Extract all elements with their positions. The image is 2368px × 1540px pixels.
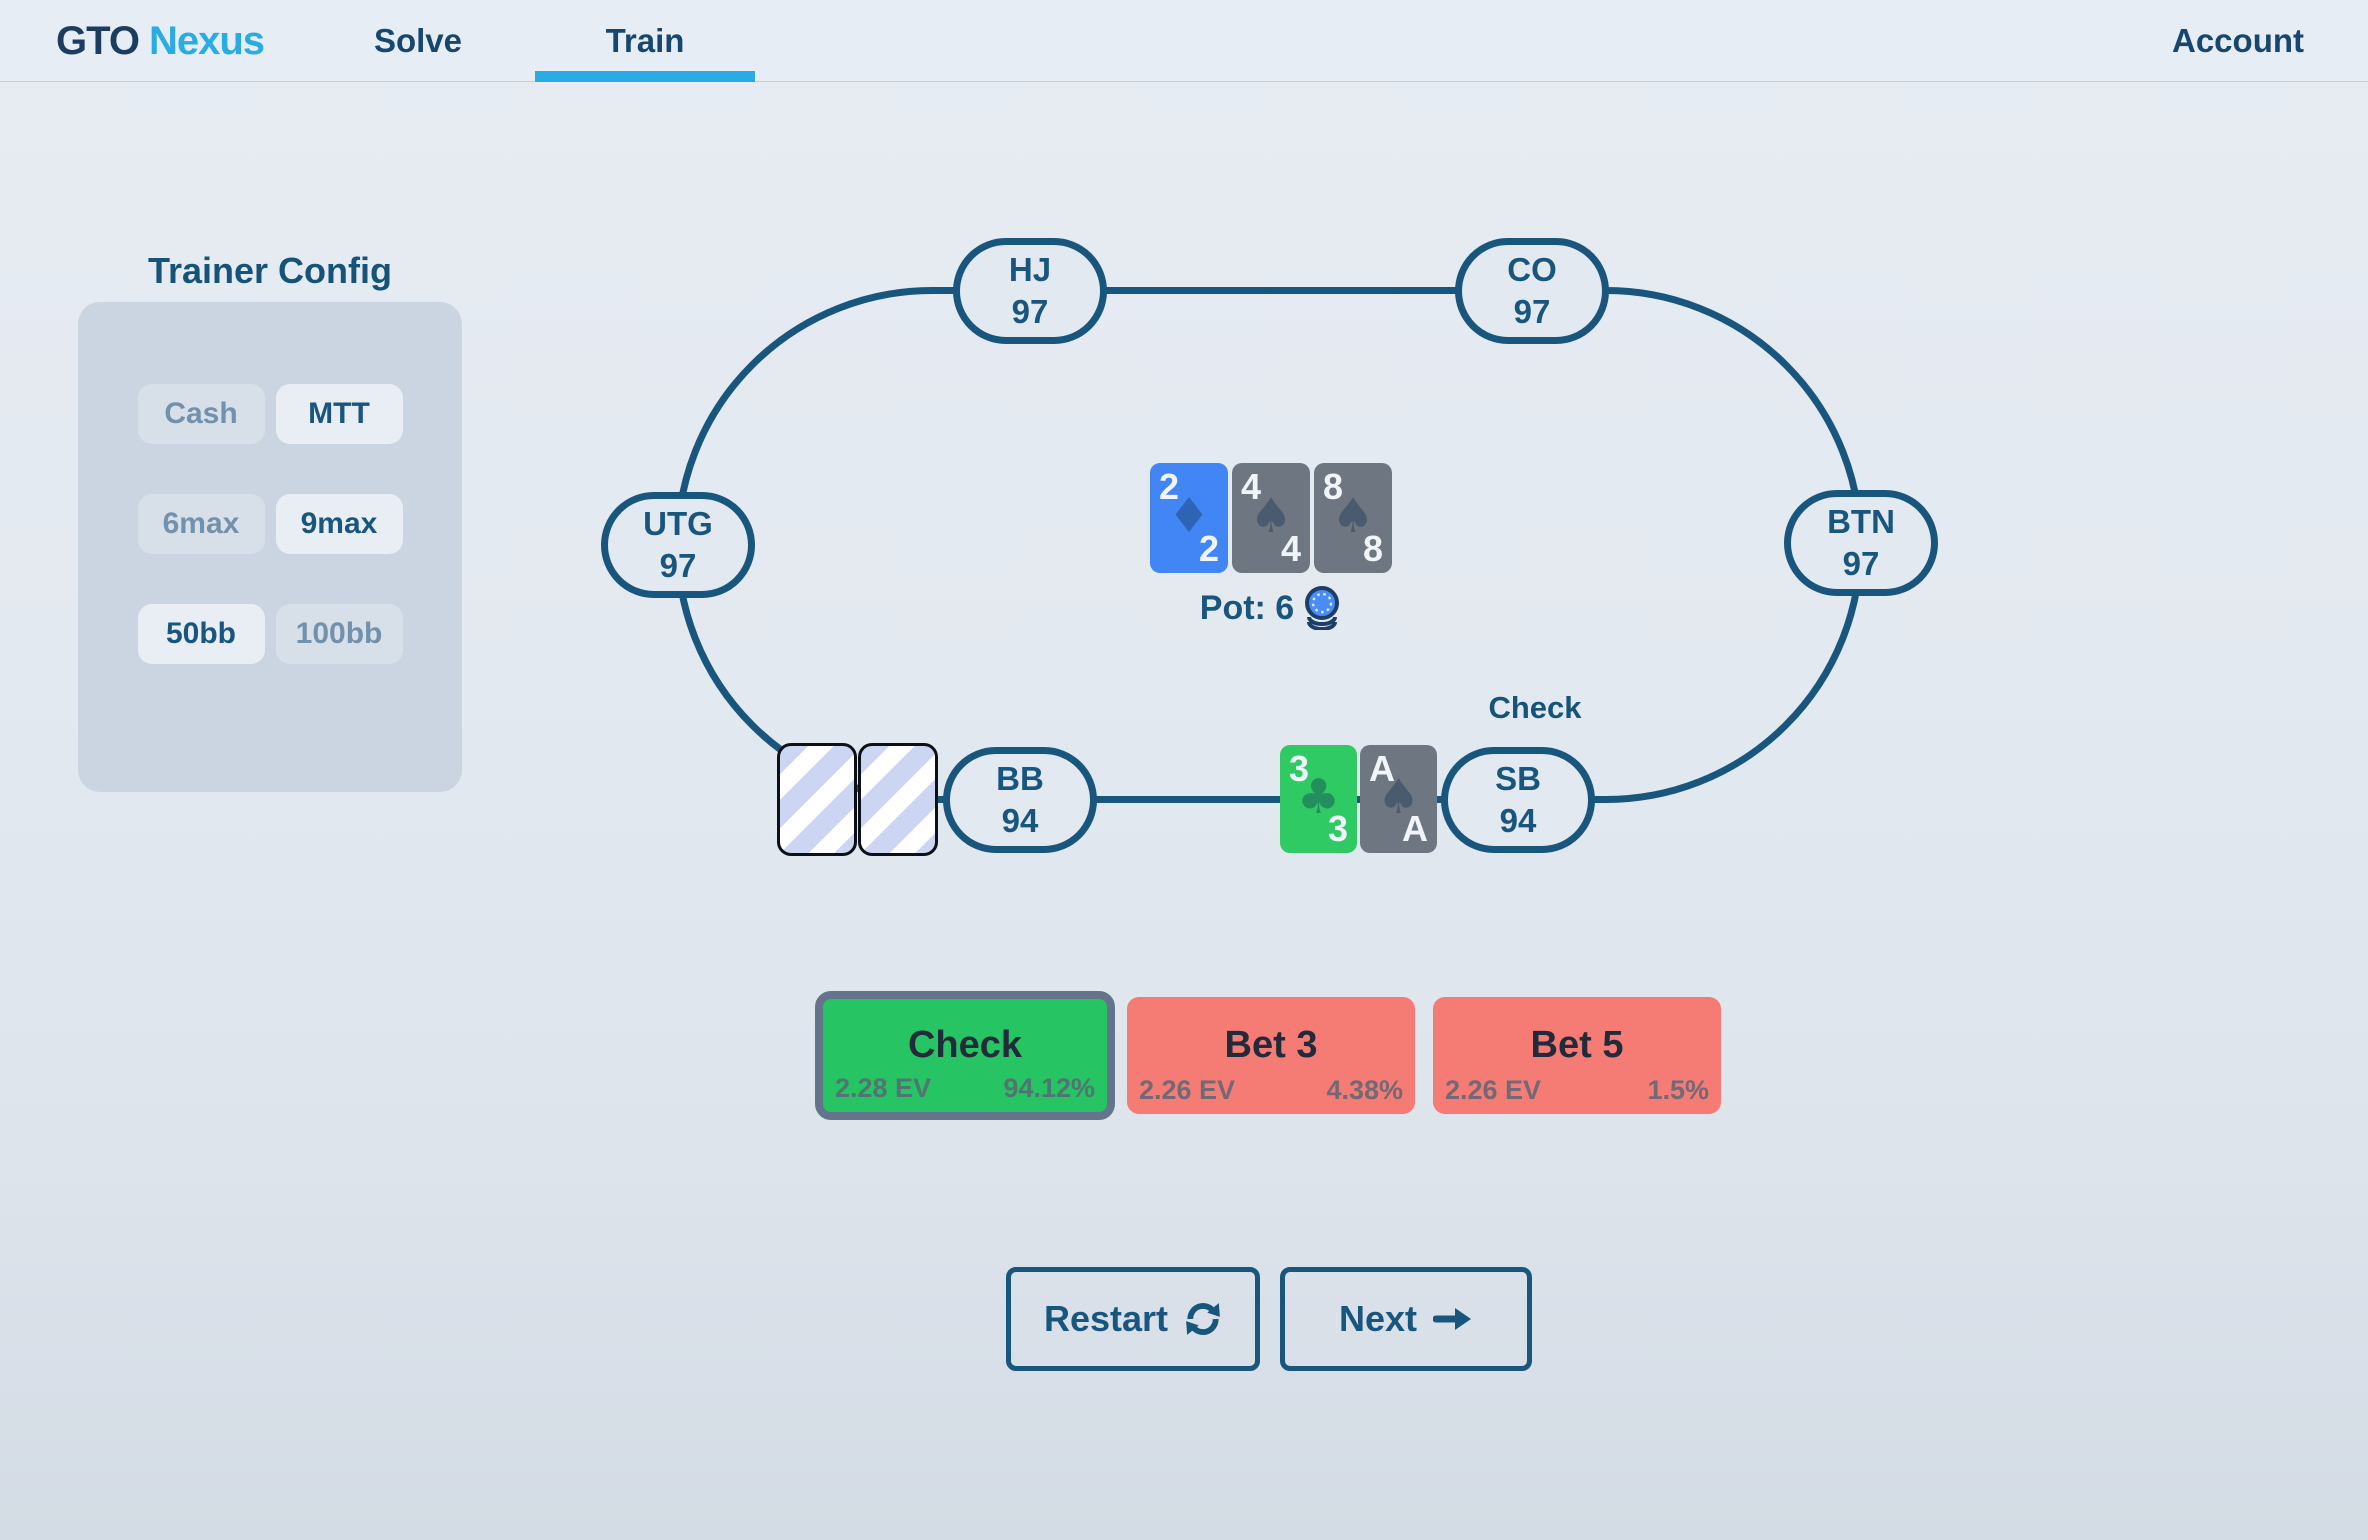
account-label: Account — [2172, 22, 2304, 59]
top-nav: GTO Nexus Solve Train Account — [0, 0, 2368, 82]
restart-label: Restart — [1043, 1298, 1169, 1339]
logo-accent-text: Nexus — [148, 18, 265, 63]
nav-account-link[interactable]: Account — [2172, 0, 2304, 82]
action-label: Check — [907, 1024, 1023, 1066]
seat-hj: HJ 97 — [953, 238, 1107, 344]
next-label: Next — [1338, 1298, 1418, 1339]
seat-position-label: UTG — [643, 505, 713, 542]
seat-position-label: BTN — [1827, 503, 1895, 540]
seat-stack-value: 97 — [1011, 293, 1049, 330]
action-ev-value: 2.28 EV — [835, 1073, 932, 1103]
action-ev-value: 2.26 EV — [1445, 1075, 1542, 1105]
action-bet5-button[interactable]: Bet 5 2.26 EV 1.5% — [1433, 997, 1721, 1114]
action-frequency: 1.5% — [1647, 1075, 1709, 1105]
logo-primary-text: GTO — [56, 18, 140, 63]
tab-solve[interactable]: Solve — [348, 0, 488, 82]
seat-stack-value: 97 — [1513, 293, 1551, 330]
seat-position-label: BB — [996, 760, 1044, 797]
pot-display: Pot: 6 — [1120, 584, 1420, 632]
config-row-stack-depth: 50bb 100bb — [137, 604, 403, 664]
config-option-cash[interactable]: Cash — [137, 384, 265, 444]
spade-suit-icon: ♠ — [1331, 487, 1375, 544]
tab-train-label: Train — [605, 22, 685, 59]
chip-stack-icon — [1305, 586, 1340, 630]
action-label: Bet 5 — [1530, 1024, 1624, 1066]
seat-position-label: SB — [1495, 760, 1541, 797]
config-row-table-size: 6max 9max — [137, 494, 403, 554]
spade-suit-icon: ♠ — [1376, 768, 1421, 825]
config-row-game-type: Cash MTT — [137, 384, 403, 444]
action-check-button[interactable]: Check 2.28 EV 94.12% — [815, 991, 1115, 1120]
board-card-4-spades: 4 ♠ 4 — [1232, 463, 1310, 573]
tab-train[interactable]: Train — [535, 0, 755, 82]
seat-stack-value: 94 — [1499, 802, 1537, 839]
action-frequency: 4.38% — [1326, 1075, 1403, 1105]
config-option-100bb[interactable]: 100bb — [275, 604, 403, 664]
seat-bb: BB 94 — [943, 747, 1097, 853]
next-button[interactable]: Next — [1280, 1267, 1532, 1371]
seat-btn: BTN 97 — [1784, 490, 1938, 596]
config-option-6max[interactable]: 6max — [137, 494, 265, 554]
config-option-mtt[interactable]: MTT — [275, 384, 403, 444]
app-logo[interactable]: GTO Nexus — [56, 0, 265, 82]
restart-button[interactable]: Restart — [1006, 1267, 1260, 1371]
face-down-card — [777, 743, 857, 856]
club-suit-icon: ♣ — [1296, 768, 1341, 825]
arrow-right-icon — [1433, 1308, 1472, 1330]
hero-card-3-clubs: 3 ♣ 3 — [1280, 745, 1357, 853]
seat-position-label: CO — [1507, 251, 1557, 288]
trainer-config-panel: Cash MTT 6max 9max 50bb 100bb — [78, 302, 462, 792]
hero-card-ace-spades: A ♠ A — [1360, 745, 1437, 853]
action-frequency: 94.12% — [1003, 1073, 1095, 1103]
board-card-8-spades: 8 ♠ 8 — [1314, 463, 1392, 573]
refresh-icon — [1186, 1303, 1220, 1335]
face-down-card — [858, 743, 938, 856]
active-tab-indicator — [535, 71, 755, 82]
config-option-50bb[interactable]: 50bb — [137, 604, 265, 664]
spade-suit-icon: ♠ — [1249, 487, 1293, 544]
action-ev-value: 2.26 EV — [1139, 1075, 1236, 1105]
pot-label: Pot: 6 — [1199, 588, 1295, 627]
seat-position-label: HJ — [1008, 251, 1052, 288]
action-bet3-button[interactable]: Bet 3 2.26 EV 4.38% — [1127, 997, 1415, 1114]
seat-stack-value: 97 — [1842, 545, 1880, 582]
seat-utg: UTG 97 — [601, 492, 755, 598]
trainer-config-title: Trainer Config — [147, 250, 393, 291]
sb-action-status: Check — [1488, 690, 1582, 725]
config-option-9max[interactable]: 9max — [275, 494, 403, 554]
action-label: Bet 3 — [1224, 1024, 1318, 1066]
tab-solve-label: Solve — [373, 22, 463, 59]
board-card-2-diamonds: 2 ♦ 2 — [1150, 463, 1228, 573]
diamond-suit-icon: ♦ — [1167, 487, 1211, 544]
seat-sb: SB 94 — [1441, 747, 1595, 853]
seat-stack-value: 94 — [1001, 802, 1039, 839]
seat-stack-value: 97 — [659, 547, 697, 584]
seat-co: CO 97 — [1455, 238, 1609, 344]
